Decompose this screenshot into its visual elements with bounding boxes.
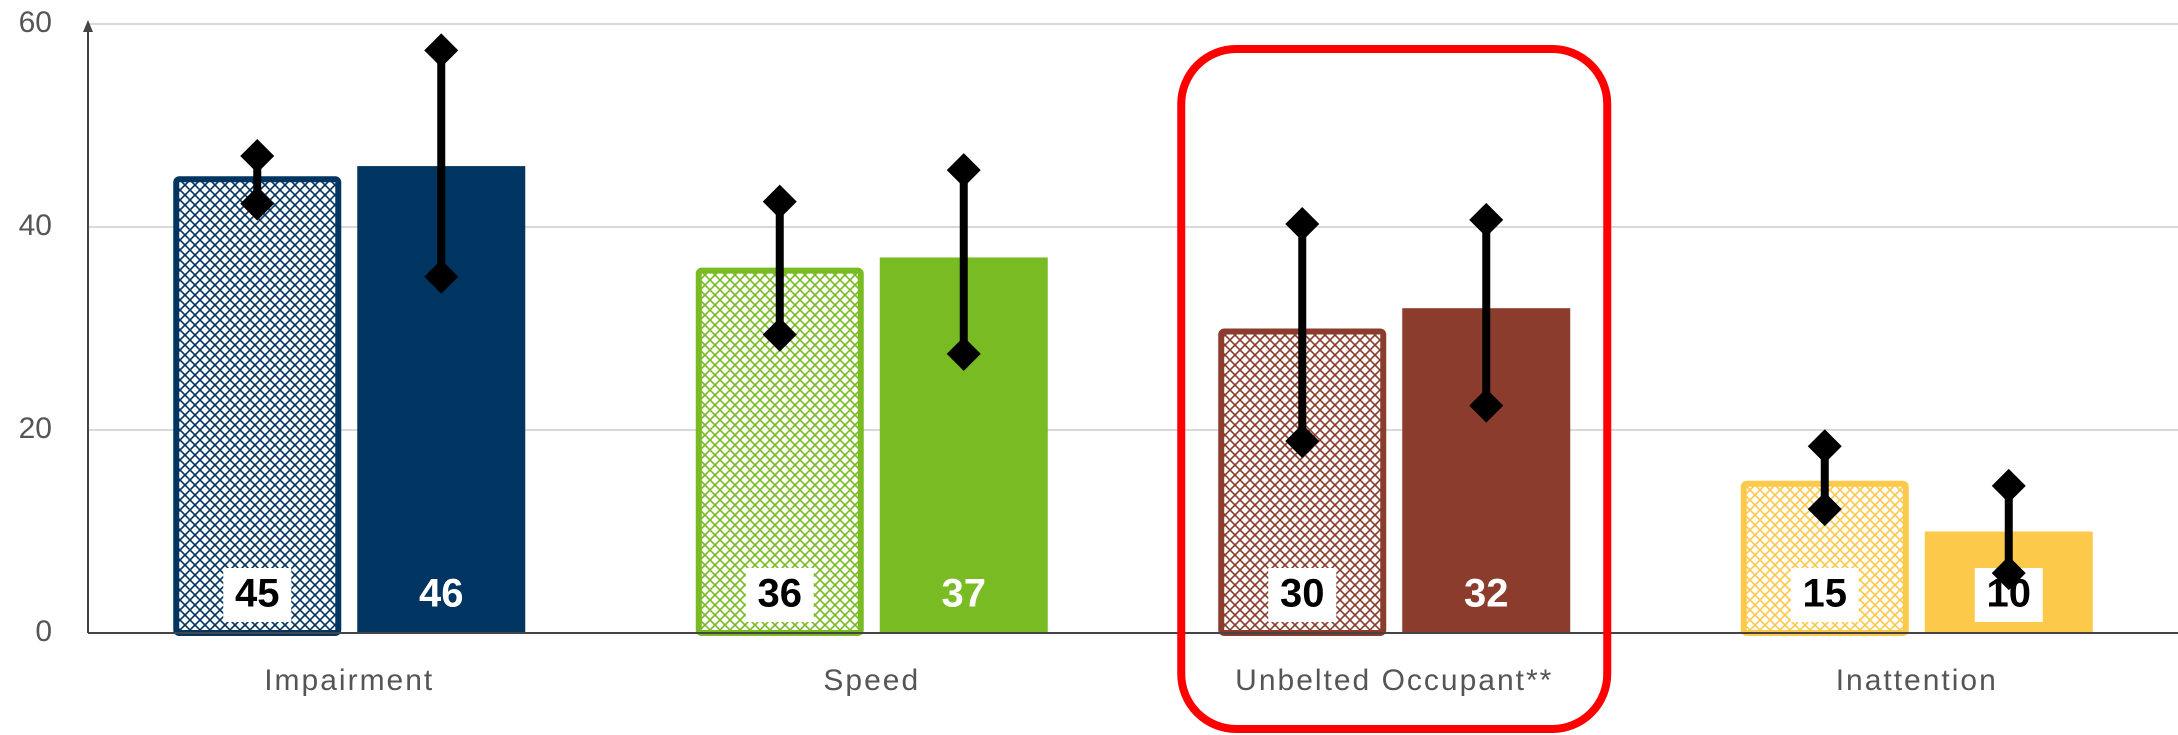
error-cap <box>946 336 981 371</box>
x-tick-label: Unbelted Occupant** <box>1235 664 1553 697</box>
y-tick-label: 40 <box>19 209 52 242</box>
y-tick-label: 20 <box>19 412 52 445</box>
label-box <box>1790 568 1859 622</box>
error-cap <box>1991 556 2026 591</box>
label-box <box>745 568 814 622</box>
error-cap <box>1807 492 1842 527</box>
error-cap <box>240 186 275 221</box>
error-cap <box>424 259 459 294</box>
data-label: 45 <box>235 572 280 616</box>
bar <box>173 176 342 636</box>
error-cap <box>1285 424 1320 459</box>
y-axis-arrow <box>83 20 93 32</box>
error-cap <box>1807 429 1842 464</box>
highlight-box <box>1177 45 1612 733</box>
x-tick-label: Inattention <box>1836 664 1998 697</box>
error-cap <box>240 138 275 173</box>
label-box <box>1268 568 1337 622</box>
y-tick-label: 0 <box>35 615 52 648</box>
x-tick-label: Speed <box>823 664 920 697</box>
error-cap <box>1469 202 1504 237</box>
x-tick-label: Impairment <box>264 664 434 697</box>
y-tick-label: 60 <box>19 6 52 39</box>
label-box <box>223 568 292 622</box>
data-label: 15 <box>1803 572 1848 616</box>
error-cap <box>762 317 797 352</box>
data-label: 36 <box>758 572 803 616</box>
data-label: 37 <box>942 572 987 616</box>
error-cap <box>1469 388 1504 423</box>
error-cap <box>762 184 797 219</box>
data-label: 30 <box>1280 572 1325 616</box>
error-cap <box>1285 206 1320 241</box>
error-cap <box>424 33 459 68</box>
data-label: 32 <box>1464 572 1509 616</box>
error-cap <box>946 153 981 188</box>
error-cap <box>1991 468 2026 503</box>
data-label: 46 <box>419 572 464 616</box>
